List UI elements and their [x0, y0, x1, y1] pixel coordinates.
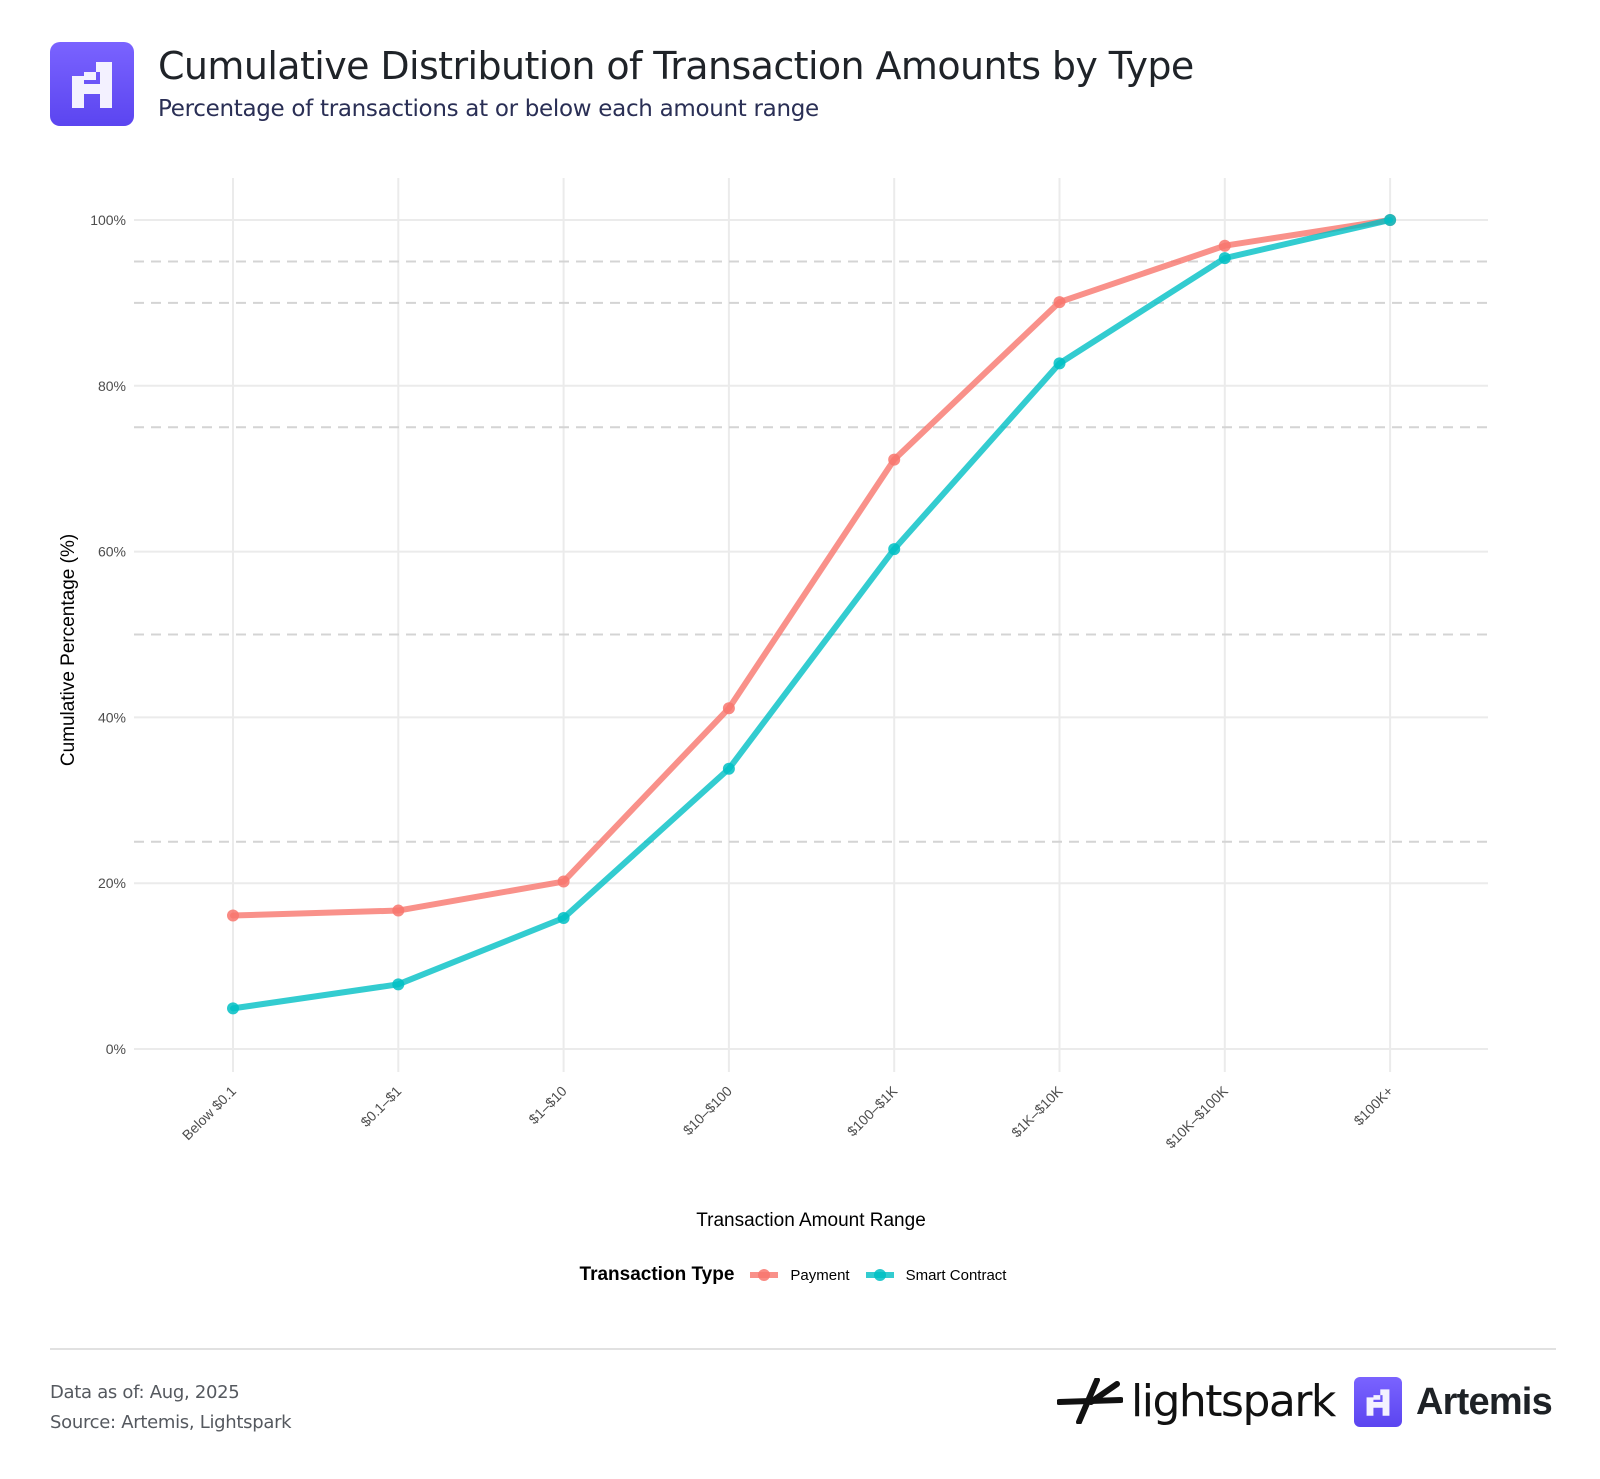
x-tick-label: $10–$100 — [680, 1083, 736, 1139]
data-point — [1218, 239, 1231, 252]
legend-key-smart-contract-icon — [864, 1267, 896, 1283]
data-point — [1218, 252, 1231, 265]
data-point — [888, 453, 901, 466]
cumulative-line-chart: 0% 20% 40% 60% 80% 100% Below $0.1 $0.1–$1 $1–$… — [58, 178, 1488, 1231]
artemis-brand: Artemis — [1354, 1376, 1553, 1428]
y-tick-label: 40% — [98, 709, 126, 725]
data-point — [1053, 357, 1066, 370]
page-subtitle: Percentage of transactions at or below e… — [158, 96, 819, 122]
data-point — [1384, 214, 1397, 226]
artemis-logo-icon — [50, 42, 134, 126]
reference-lines — [134, 260, 1488, 843]
x-tick-label: $100–$1K — [844, 1082, 901, 1139]
y-axis-ticks: 0% 20% 40% 60% 80% 100% — [90, 212, 126, 1057]
y-tick-label: 60% — [98, 544, 126, 560]
data-point — [1053, 296, 1066, 309]
data-point — [227, 909, 239, 922]
series-payment — [227, 214, 1397, 922]
source-note: Source: Artemis, Lightspark — [50, 1412, 292, 1433]
x-axis-ticks: Below $0.1 $0.1–$1 $1–$10 $10–$100 $100–$1K $… — [179, 1082, 1396, 1151]
legend-key-payment-icon — [748, 1267, 780, 1283]
footer-divider — [50, 1348, 1556, 1350]
vertical-gridlines — [232, 178, 1392, 1072]
x-tick-label: $1K–$10K — [1008, 1082, 1066, 1140]
data-as-of: Data as of: Aug, 2025 — [50, 1382, 240, 1403]
data-point — [888, 543, 901, 556]
legend-label-payment: Payment — [790, 1266, 850, 1284]
x-tick-label: Below $0.1 — [179, 1083, 239, 1143]
x-tick-label: $0.1–$1 — [357, 1083, 404, 1130]
series-line — [230, 217, 1394, 919]
legend-title: Transaction Type — [579, 1264, 735, 1285]
data-point — [557, 875, 570, 888]
x-tick-label: $1–$10 — [525, 1083, 569, 1127]
legend: Transaction Type Payment Smart Contract — [0, 1264, 1600, 1286]
x-axis-title: Transaction Amount Range — [696, 1210, 926, 1231]
legend-label-smart-contract: Smart Contract — [905, 1266, 1007, 1284]
data-point — [722, 702, 735, 715]
y-tick-label: 20% — [98, 875, 126, 891]
artemis-wordmark: Artemis — [1416, 1380, 1553, 1423]
data-point — [722, 762, 735, 775]
page-title: Cumulative Distribution of Transaction A… — [158, 44, 1194, 88]
lightspark-brand: lightspark — [1057, 1374, 1336, 1428]
data-point — [392, 904, 405, 917]
series-layer — [227, 214, 1397, 1015]
data-point — [557, 912, 570, 925]
y-tick-label: 0% — [106, 1041, 126, 1057]
horizontal-gridlines — [134, 219, 1488, 1050]
y-axis-title: Cumulative Percentage (%) — [58, 534, 79, 766]
x-tick-label: $10K–$100K — [1162, 1082, 1231, 1151]
artemis-logo-icon — [1354, 1377, 1402, 1427]
legend-item-smart-contract[interactable]: Smart Contract — [864, 1266, 1007, 1284]
lightspark-logo-icon — [1057, 1378, 1123, 1424]
data-point — [227, 1002, 239, 1015]
y-tick-label: 80% — [98, 378, 126, 394]
legend-item-payment[interactable]: Payment — [748, 1266, 850, 1284]
series-line — [230, 217, 1394, 1012]
x-tick-label: $100K+ — [1350, 1083, 1396, 1129]
y-tick-label: 100% — [90, 212, 126, 228]
lightspark-wordmark: lightspark — [1131, 1375, 1336, 1427]
series-smart-contract — [227, 214, 1397, 1015]
data-point — [392, 978, 405, 991]
